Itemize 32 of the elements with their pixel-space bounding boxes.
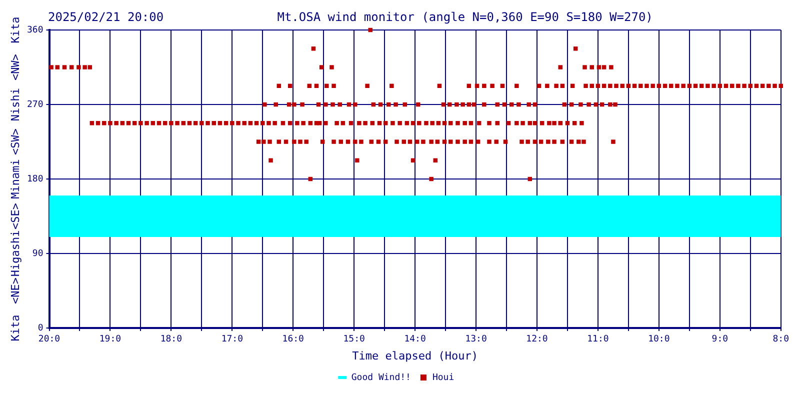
text: Kita xyxy=(8,314,22,342)
y-tick-label: 180 xyxy=(26,174,44,184)
x-tick-label: 13:0 xyxy=(465,334,487,345)
x-tick-label: 14:0 xyxy=(404,334,426,345)
text: Minami xyxy=(8,159,22,199)
x-tick-label: 19:0 xyxy=(99,334,122,345)
text: <NW> xyxy=(8,54,22,80)
x-tick-label: 20:0 xyxy=(38,334,60,345)
x-tick-label: 11:0 xyxy=(587,334,609,345)
y-tick-label: 90 xyxy=(32,248,44,259)
x-tick-label: 16:0 xyxy=(282,334,304,345)
text: <SE> xyxy=(8,202,22,230)
text: Kita xyxy=(8,16,22,44)
x-axis-title: Time elapsed (Hour) xyxy=(352,349,478,362)
y-tick-label: 270 xyxy=(26,100,44,110)
x-tick-label: 10:0 xyxy=(648,334,670,345)
text: <SW> xyxy=(8,128,22,155)
text: <NE> xyxy=(8,277,22,304)
chart-title: Mt.OSA wind monitor (angle N=0,360 E=90 S=180 W=270) xyxy=(277,10,653,24)
x-tick-label: 15:0 xyxy=(343,334,365,345)
text: Nishi xyxy=(8,88,22,122)
y-tick-label: 360 xyxy=(26,25,44,36)
x-tick-label: 8:0 xyxy=(772,334,790,345)
y-tick-label: 0 xyxy=(38,323,44,334)
chart-subtitle: 2025/02/21 20:00 xyxy=(48,10,164,24)
x-tick-label: 17:0 xyxy=(221,334,244,345)
text: Higashi xyxy=(8,230,22,277)
x-tick-label: 12:0 xyxy=(526,334,548,345)
legend-label: Houi xyxy=(432,372,454,383)
x-tick-label: 18:0 xyxy=(160,334,182,345)
legend-label: Good Wind!! xyxy=(351,372,411,383)
x-tick-label: 9:0 xyxy=(712,334,728,345)
